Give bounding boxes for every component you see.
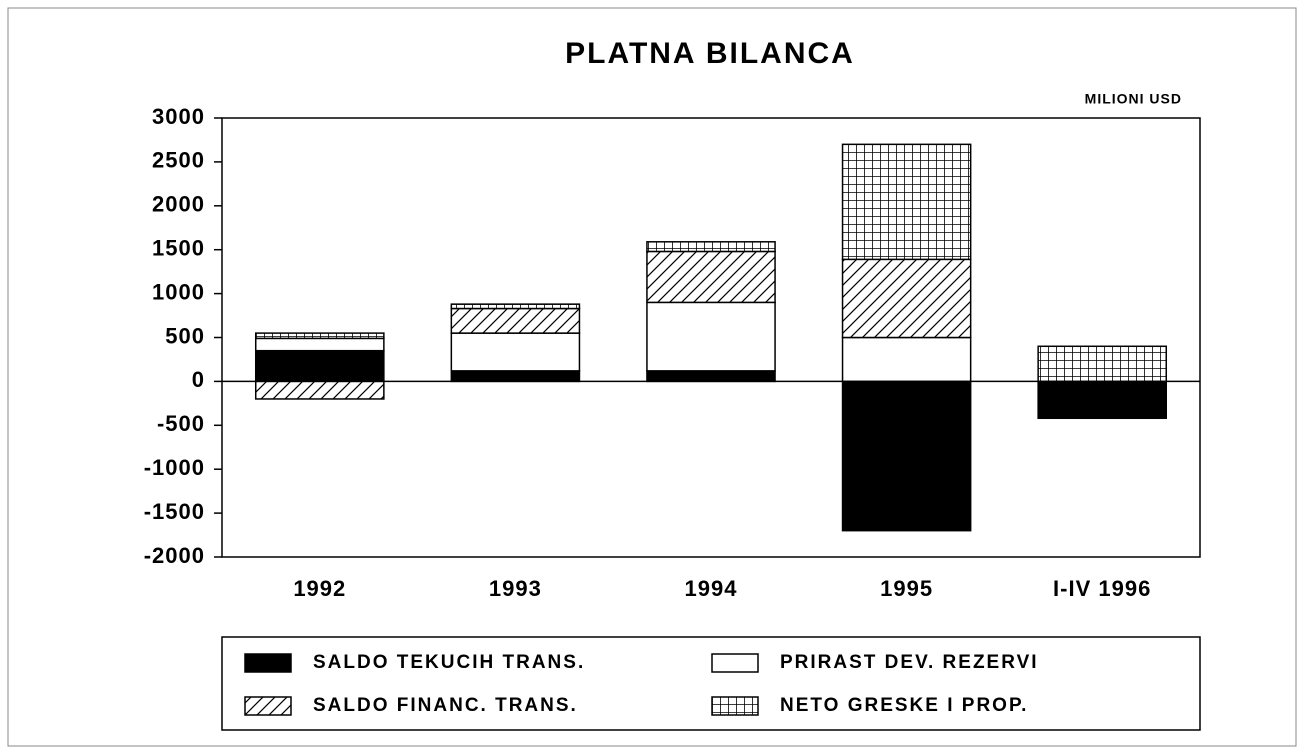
bar-segment: [841, 336, 972, 383]
bar-segment: [450, 332, 581, 372]
units-label: MILIONI USD: [1085, 91, 1182, 107]
y-tick-label: 1000: [152, 279, 205, 304]
legend-label: SALDO TEKUCIH TRANS.: [313, 652, 585, 673]
bar-segment: [841, 380, 972, 532]
x-tick-label: 1993: [489, 576, 542, 601]
y-tick-label: -2000: [144, 543, 205, 568]
legend-label: NETO GRESKE I PROP.: [780, 695, 1028, 716]
bar-segment: [450, 370, 581, 383]
legend-swatch: [244, 696, 292, 716]
x-tick-label: 1995: [880, 576, 933, 601]
y-tick-label: 1500: [152, 236, 205, 261]
bar-segment: [450, 303, 581, 310]
y-tick-label: 3000: [152, 104, 205, 129]
x-tick-label: 1994: [685, 576, 738, 601]
frame: [7, 7, 1297, 747]
x-tick-label: I-IV 1996: [1053, 576, 1151, 601]
y-tick-label: 500: [165, 323, 205, 348]
bar-segment: [841, 258, 972, 339]
chart-title: PLATNA BILANCA: [565, 37, 855, 70]
y-tick-label: 2500: [152, 148, 205, 173]
legend-swatch: [711, 696, 759, 716]
bar-segment: [254, 337, 385, 352]
bar-segment: [254, 332, 385, 340]
x-tick-label: 1992: [293, 576, 346, 601]
legend-label: PRIRAST DEV. REZERVI: [780, 652, 1039, 673]
y-tick-label: -1000: [144, 455, 205, 480]
legend-swatch: [711, 653, 759, 673]
bar-segment: [646, 250, 776, 304]
y-tick-label: -500: [157, 411, 205, 436]
legend-swatch: [244, 653, 292, 673]
legend-label: SALDO FINANC. TRANS.: [313, 695, 578, 716]
y-tick-label: -1500: [144, 499, 205, 524]
bar-segment: [646, 370, 776, 383]
bar-segment: [254, 349, 385, 383]
legend: [221, 636, 1201, 731]
bar-segment: [450, 307, 581, 334]
y-tick-label: 2000: [152, 192, 205, 217]
bar-segment: [646, 241, 776, 253]
y-tick-label: 0: [192, 367, 205, 392]
bar-segment: [254, 380, 385, 400]
bar-segment: [841, 143, 972, 261]
bar-segment: [1037, 345, 1168, 383]
bar-segment: [646, 301, 776, 372]
bar-segment: [1037, 380, 1168, 420]
